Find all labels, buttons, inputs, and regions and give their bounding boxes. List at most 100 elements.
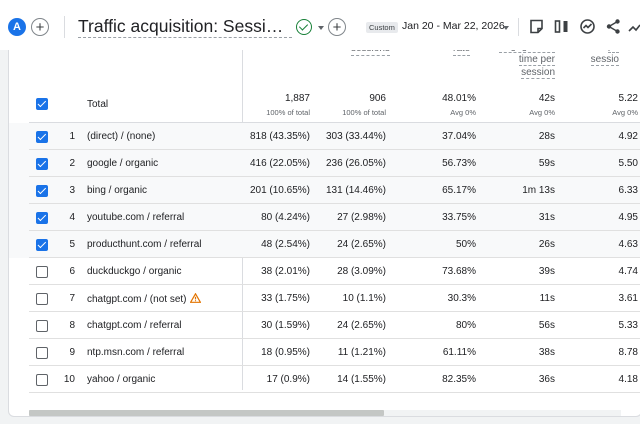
users-cell: 416 (22.05%)	[249, 158, 310, 169]
date-range-picker[interactable]: Jan 20 - Mar 22, 2026	[402, 20, 505, 32]
users-cell: 33 (1.75%)	[261, 293, 310, 304]
horizontal-scrollbar[interactable]	[29, 410, 621, 416]
engagement-time-cell: 39s	[538, 266, 555, 277]
session-source-medium[interactable]: bing / organic	[87, 185, 148, 196]
row-checkbox[interactable]	[36, 266, 48, 278]
compare-icon[interactable]	[553, 18, 570, 35]
users-cell: 30 (1.59%)	[261, 320, 310, 331]
total-engagement-time: 42s	[538, 93, 555, 104]
plus-icon: +	[332, 18, 342, 36]
sessions-cell: 236 (26.05%)	[325, 158, 386, 169]
table-row[interactable]: 1 (direct) / (none) 818 (43.35%) 303 (33.44…	[9, 123, 640, 150]
row-index: 2	[69, 158, 75, 169]
session-source-medium[interactable]: youtube.com / referral	[87, 212, 185, 223]
engagement-time-cell: 38s	[538, 347, 555, 358]
scrollbar-thumb[interactable]	[29, 410, 384, 416]
total-users: 1,887	[284, 93, 310, 104]
row-checkbox[interactable]	[36, 131, 48, 143]
row-checkbox[interactable]	[36, 239, 48, 251]
table-row[interactable]: 9 ntp.msn.com / referral 18 (0.95%) 11 (1.2…	[9, 339, 640, 366]
session-source-medium[interactable]: duckduckgo / organic	[87, 266, 182, 277]
row-checkbox[interactable]	[36, 374, 48, 386]
engagement-rate-header[interactable]: rate	[453, 50, 471, 56]
events-per-session-cell: 5.33	[618, 320, 638, 331]
row-divider	[29, 230, 640, 231]
report-title[interactable]: Traffic acquisition: Session sour…	[78, 15, 292, 38]
sessions-cell: 24 (2.65%)	[337, 239, 386, 250]
row-index: 3	[69, 185, 75, 196]
users-cell: 80 (4.24%)	[261, 212, 310, 223]
table-row[interactable]: 7 chatgpt.com / (not set) 33 (1.75%) 10 (1.…	[9, 285, 640, 312]
table-row[interactable]: 10 yahoo / organic 17 (0.9%) 14 (1.55%) 82.3…	[9, 366, 640, 393]
row-index: 1	[69, 131, 75, 142]
check-circle-icon[interactable]	[296, 19, 312, 35]
events-per-session-header[interactable]: pe sessio	[581, 50, 619, 66]
table-row[interactable]: 4 youtube.com / referral 80 (4.24%) 27 (2.9…	[9, 204, 640, 231]
engagement-time-cell: 59s	[538, 158, 555, 169]
engagement-rate-cell: 56.73%	[442, 158, 476, 169]
row-checkbox[interactable]	[36, 320, 48, 332]
row-checkbox[interactable]	[36, 347, 48, 359]
session-source-medium[interactable]: chatgpt.com / referral	[87, 320, 182, 331]
report-header: A + Traffic acquisition: Session sour… +…	[0, 0, 640, 50]
row-checkbox[interactable]	[36, 212, 48, 224]
session-source-medium[interactable]: chatgpt.com / (not set)	[87, 293, 201, 305]
engagement-rate-cell: 50%	[455, 239, 476, 250]
engagement-rate-cell: 80%	[455, 320, 476, 331]
events-per-session-cell: 4.18	[618, 374, 638, 385]
table-row[interactable]: 6 duckduckgo / organic 38 (2.01%) 28 (3.09%…	[9, 258, 640, 285]
row-divider	[29, 311, 640, 312]
engagement-rate-cell: 37.04%	[442, 131, 476, 142]
totals-label: Total	[87, 99, 109, 110]
table-row[interactable]: 5 producthunt.com / referral 48 (2.54%) 24 …	[9, 231, 640, 258]
chevron-down-icon[interactable]	[503, 26, 509, 30]
session-source-medium[interactable]: (direct) / (none)	[87, 131, 156, 142]
total-sessions-sub: 100% of total	[342, 108, 386, 117]
property-avatar[interactable]: A	[8, 18, 26, 36]
events-per-session-cell: 4.74	[618, 266, 638, 277]
events-per-session-cell: 5.50	[618, 158, 638, 169]
engagement-time-header[interactable]: engagement time per session	[495, 50, 555, 79]
total-events-per-session: 5.22	[618, 93, 638, 104]
sessions-cell: 131 (14.46%)	[325, 185, 386, 196]
engagement-time-cell: 1m 13s	[522, 185, 555, 196]
trend-icon[interactable]	[628, 18, 640, 35]
total-time-sub: Avg 0%	[529, 108, 555, 117]
row-checkbox[interactable]	[36, 158, 48, 170]
chevron-down-icon[interactable]	[318, 26, 324, 30]
engagement-time-cell: 26s	[538, 239, 555, 250]
events-per-session-cell: 4.63	[618, 239, 638, 250]
row-checkbox[interactable]	[36, 293, 48, 305]
engagement-rate-cell: 82.35%	[442, 374, 476, 385]
total-users-sub: 100% of total	[266, 108, 310, 117]
events-per-session-cell: 6.33	[618, 185, 638, 196]
session-source-medium[interactable]: ntp.msn.com / referral	[87, 347, 185, 358]
engagement-rate-cell: 61.11%	[442, 347, 476, 358]
total-engagement-rate: 48.01%	[442, 93, 476, 104]
table-row[interactable]: 3 bing / organic 201 (10.65%) 131 (14.46%) 6…	[9, 177, 640, 204]
session-source-medium[interactable]: google / organic	[87, 158, 159, 169]
sessions-cell: 14 (1.55%)	[337, 374, 386, 385]
row-divider	[29, 257, 640, 258]
add-filter-button[interactable]: +	[328, 18, 346, 36]
session-source-medium[interactable]: producthunt.com / referral	[87, 239, 202, 250]
date-type-tag: Custom	[366, 22, 398, 33]
insights-icon[interactable]	[579, 18, 596, 35]
events-per-session-cell: 3.61	[618, 293, 638, 304]
users-cell: 201 (10.65%)	[249, 185, 310, 196]
row-divider	[29, 338, 640, 339]
engagement-time-cell: 56s	[538, 320, 555, 331]
select-all-checkbox[interactable]	[36, 98, 48, 110]
table-row[interactable]: 8 chatgpt.com / referral 30 (1.59%) 24 (2.6…	[9, 312, 640, 339]
table-row[interactable]: 2 google / organic 416 (22.05%) 236 (26.05%…	[9, 150, 640, 177]
users-cell: 18 (0.95%)	[261, 347, 310, 358]
annotation-icon[interactable]	[528, 18, 545, 35]
share-icon[interactable]	[605, 18, 622, 35]
row-index: 9	[69, 347, 75, 358]
sessions-cell: 28 (3.09%)	[337, 266, 386, 277]
engagement-time-cell: 36s	[538, 374, 555, 385]
session-source-medium[interactable]: yahoo / organic	[87, 374, 156, 385]
row-checkbox[interactable]	[36, 185, 48, 197]
add-comparison-button[interactable]: +	[31, 18, 49, 36]
